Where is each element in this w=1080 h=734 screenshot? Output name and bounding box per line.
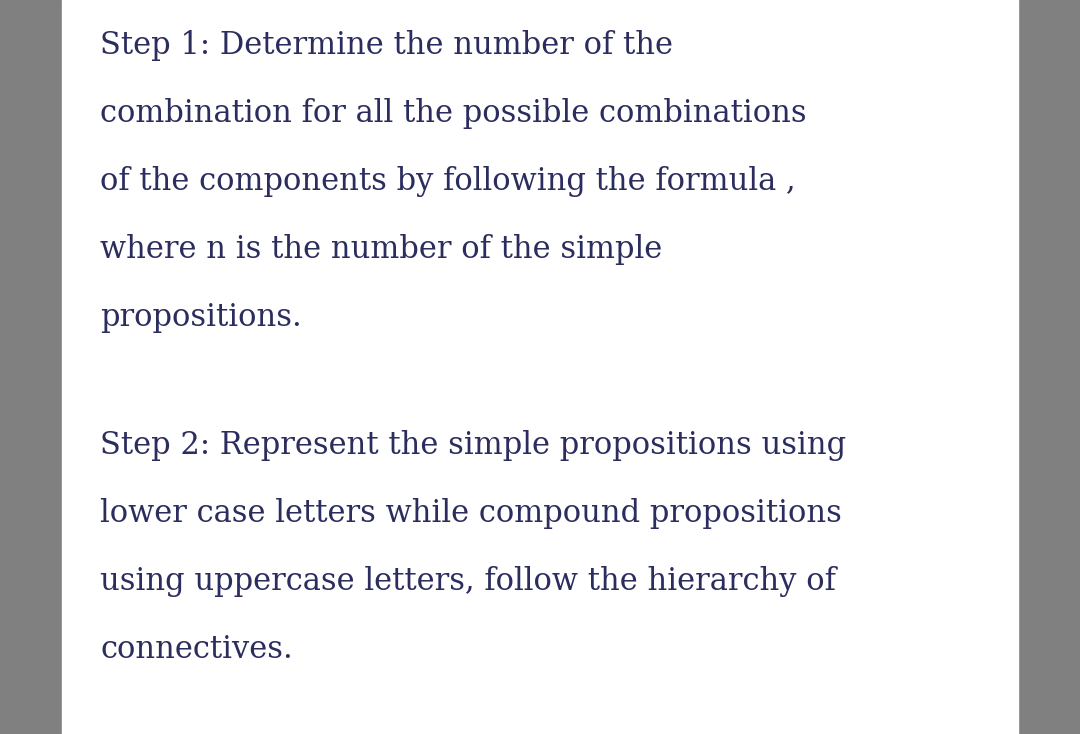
Text: lower case letters while compound propositions: lower case letters while compound propos… (100, 498, 842, 529)
Bar (62, 0, 1018, 734)
Text: Step 1: Determine the number of the: Step 1: Determine the number of the (100, 30, 673, 61)
Text: propositions.: propositions. (100, 302, 301, 333)
Text: combination for all the possible combinations: combination for all the possible combina… (100, 98, 807, 129)
Text: of the components by following the formula ,: of the components by following the formu… (100, 166, 796, 197)
Text: using uppercase letters, follow the hierarchy of: using uppercase letters, follow the hier… (100, 566, 836, 597)
Text: Step 2: Represent the simple propositions using: Step 2: Represent the simple proposition… (100, 430, 846, 461)
Text: where n is the number of the simple: where n is the number of the simple (100, 234, 662, 265)
Text: connectives.: connectives. (100, 634, 293, 665)
